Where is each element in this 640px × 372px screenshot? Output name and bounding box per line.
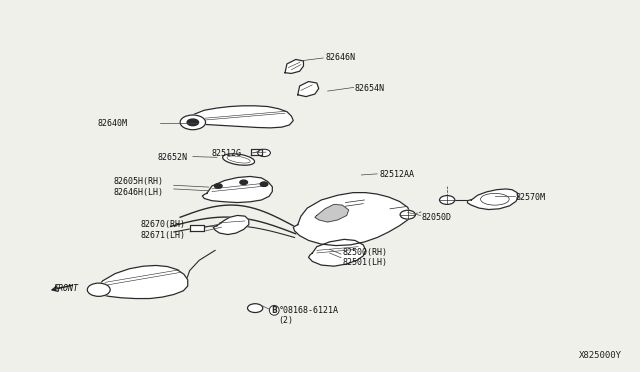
Text: X825000Y: X825000Y — [579, 351, 622, 360]
Polygon shape — [91, 266, 188, 299]
Circle shape — [214, 184, 222, 188]
Ellipse shape — [223, 154, 255, 165]
Text: 82570M: 82570M — [516, 193, 546, 202]
Polygon shape — [252, 149, 262, 155]
Polygon shape — [285, 60, 303, 73]
Circle shape — [180, 115, 205, 130]
Text: B: B — [271, 306, 277, 315]
Text: 82500(RH)
82501(LH): 82500(RH) 82501(LH) — [342, 248, 387, 267]
Circle shape — [248, 304, 263, 312]
Circle shape — [260, 182, 268, 186]
Circle shape — [187, 119, 198, 126]
Polygon shape — [213, 215, 249, 235]
Text: °08168-6121A
(2): °08168-6121A (2) — [278, 306, 339, 325]
Text: 82670(RH)
82671(LH): 82670(RH) 82671(LH) — [141, 221, 186, 240]
Polygon shape — [293, 193, 410, 246]
Polygon shape — [467, 189, 518, 209]
Circle shape — [87, 283, 110, 296]
Text: 82050D: 82050D — [422, 213, 452, 222]
Text: 82605H(RH)
82646H(LH): 82605H(RH) 82646H(LH) — [113, 177, 163, 197]
Circle shape — [440, 196, 455, 204]
Text: FRONT: FRONT — [53, 284, 78, 293]
Circle shape — [400, 210, 415, 219]
Text: 82646N: 82646N — [325, 54, 355, 62]
Text: 82654N: 82654N — [355, 84, 385, 93]
Circle shape — [240, 180, 248, 185]
Text: 82512G: 82512G — [212, 149, 242, 158]
Circle shape — [258, 149, 271, 157]
Polygon shape — [186, 106, 293, 128]
Text: 82640M: 82640M — [97, 119, 127, 128]
Ellipse shape — [481, 193, 509, 205]
Polygon shape — [202, 176, 272, 202]
Polygon shape — [189, 225, 204, 231]
Polygon shape — [308, 239, 366, 266]
Text: 82512AA: 82512AA — [379, 170, 414, 179]
Polygon shape — [315, 204, 349, 222]
Polygon shape — [298, 81, 319, 97]
Text: 82652N: 82652N — [158, 153, 188, 162]
Ellipse shape — [227, 156, 250, 163]
